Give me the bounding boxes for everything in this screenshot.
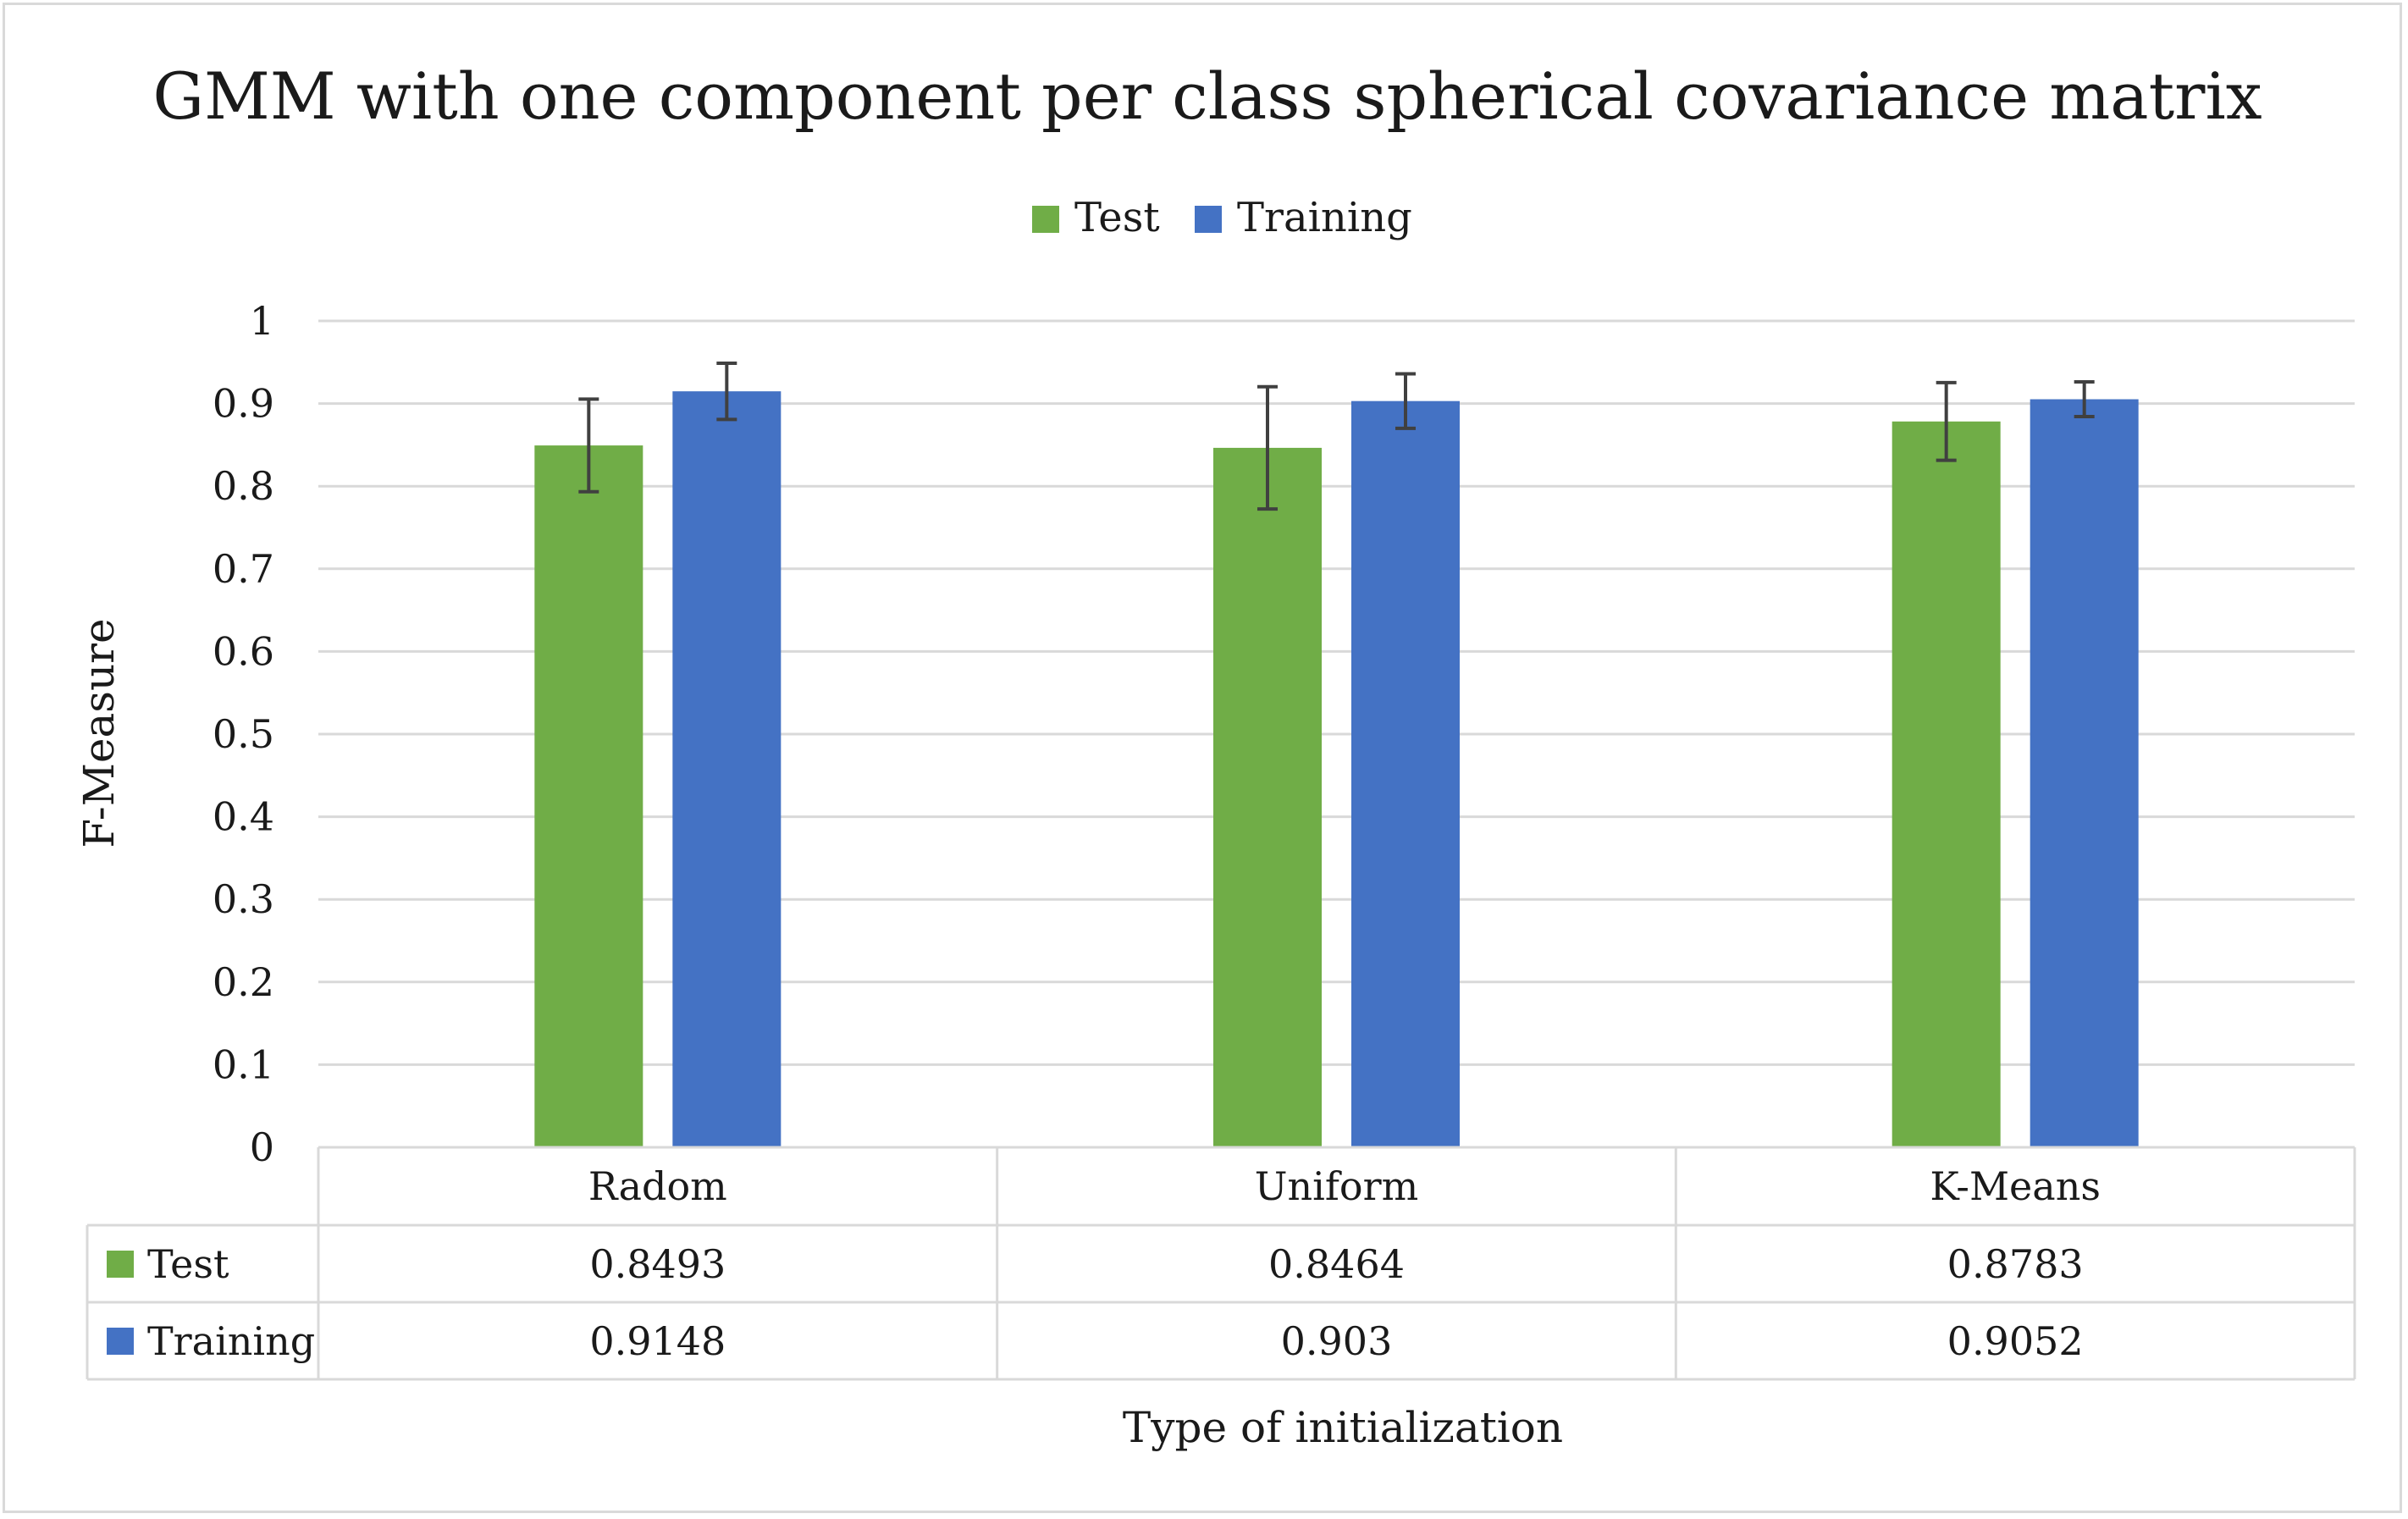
table-swatch-training <box>107 1328 134 1355</box>
table-cell-value: 0.8493 <box>589 1241 726 1287</box>
table-row-label-training: Training <box>147 1318 315 1364</box>
legend-label-test: Test <box>1074 194 1160 241</box>
y-tick-label: 0.2 <box>213 959 274 1005</box>
table-cell-value: 0.9148 <box>589 1318 726 1364</box>
error-bar-test-radom <box>578 397 599 494</box>
chart-frame: GMM with one component per class spheric… <box>3 3 2402 1513</box>
x-axis-label: Type of initialization <box>1123 1403 1563 1452</box>
y-tick-label: 0.5 <box>213 711 274 757</box>
y-tick-label: 0.1 <box>213 1041 274 1087</box>
error-bar-test-k-means <box>1936 380 1957 462</box>
bar-test-uniform <box>1213 447 1322 1147</box>
y-axis-ticks: 0 0.1 0.2 0.3 0.4 0.5 0.6 0.7 0.8 0.9 1 <box>213 298 274 1170</box>
bar-training-uniform <box>1351 400 1460 1147</box>
table-row-label-test: Test <box>147 1241 229 1287</box>
table-cell-value: 0.903 <box>1281 1318 1393 1364</box>
gridlines <box>318 319 2355 1066</box>
table-swatch-test <box>107 1251 134 1278</box>
bar-training-k-means <box>2030 399 2139 1148</box>
table-cell-value: 0.9052 <box>1947 1318 2084 1364</box>
chart-legend: Test Training <box>1032 194 1412 241</box>
y-tick-label: 0.3 <box>213 876 274 922</box>
data-table: Radom Uniform K-Means Test 0.8493 0.8464 0.878… <box>86 1146 2356 1381</box>
legend-label-training: Training <box>1237 194 1412 241</box>
bar-training-radom <box>672 391 781 1147</box>
error-bar-test-uniform <box>1257 384 1278 511</box>
legend-swatch-training <box>1195 206 1222 233</box>
y-tick-label: 0.4 <box>213 794 274 840</box>
error-bar-training-radom <box>716 361 737 422</box>
chart-svg: GMM with one component per class spheric… <box>75 58 2356 1452</box>
category-label: Radom <box>588 1163 727 1209</box>
y-tick-label: 1 <box>250 298 274 344</box>
bars <box>534 361 2139 1148</box>
bar-test-k-means <box>1892 421 2001 1148</box>
error-bar-training-k-means <box>2074 380 2095 419</box>
category-label: Uniform <box>1255 1163 1418 1209</box>
bar-test-radom <box>534 445 643 1147</box>
table-cell-value: 0.8464 <box>1268 1241 1405 1287</box>
y-tick-label: 0.9 <box>213 381 274 427</box>
y-tick-label: 0.7 <box>213 546 274 592</box>
y-tick-label: 0.8 <box>213 463 274 509</box>
y-tick-label: 0.6 <box>213 628 274 674</box>
legend-swatch-test <box>1032 206 1059 233</box>
table-cell-value: 0.8783 <box>1947 1241 2084 1287</box>
y-axis-label: F-Measure <box>75 618 124 848</box>
category-label: K-Means <box>1930 1163 2101 1209</box>
chart-title: GMM with one component per class spheric… <box>152 58 2262 134</box>
y-tick-label: 0 <box>250 1124 274 1170</box>
error-bar-training-uniform <box>1395 372 1416 430</box>
